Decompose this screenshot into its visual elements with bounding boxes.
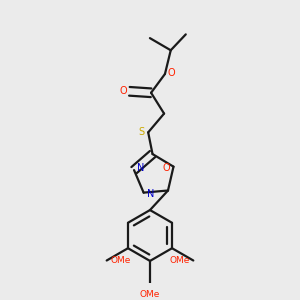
Text: N: N xyxy=(137,164,144,173)
Text: OMe: OMe xyxy=(110,256,131,265)
Text: S: S xyxy=(139,127,145,137)
Text: O: O xyxy=(119,86,127,96)
Text: O: O xyxy=(163,163,170,173)
Text: OMe: OMe xyxy=(169,256,190,265)
Text: O: O xyxy=(167,68,175,78)
Text: N: N xyxy=(147,189,154,199)
Text: OMe: OMe xyxy=(140,290,160,299)
